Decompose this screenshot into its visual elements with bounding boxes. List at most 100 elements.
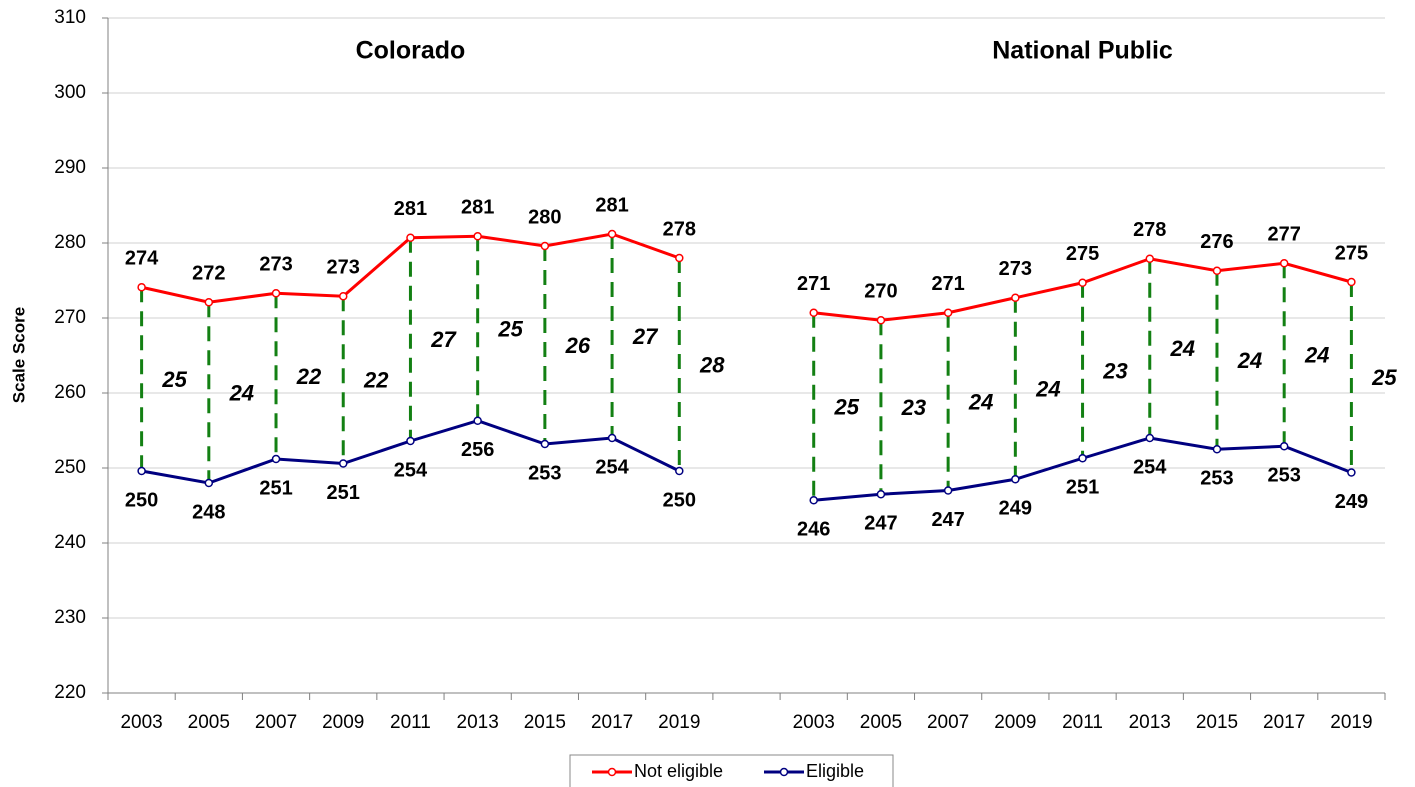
point: [809, 496, 818, 505]
gap-label: 24: [1170, 336, 1195, 361]
point: [943, 308, 953, 317]
value-label: 247: [864, 513, 897, 535]
point: [540, 241, 550, 251]
x-tick-label: 2019: [658, 712, 700, 733]
x-tick-label: 2009: [994, 712, 1036, 733]
x-tick-label: 2019: [1330, 712, 1372, 733]
point: [1347, 277, 1356, 287]
value-label: 253: [528, 462, 561, 484]
value-label: 274: [125, 248, 159, 270]
value-label: 248: [192, 501, 225, 523]
point: [1011, 475, 1020, 484]
point: [809, 308, 818, 317]
legend-label: Eligible: [806, 761, 864, 781]
x-tick-label: 2003: [120, 712, 162, 733]
value-label: 246: [797, 519, 830, 541]
value-label: 281: [394, 198, 427, 220]
gap-label: 24: [229, 380, 254, 405]
value-label: 281: [595, 194, 628, 216]
point: [1145, 254, 1155, 263]
legend-marker: [779, 767, 789, 777]
gap-label: 27: [632, 324, 659, 349]
y-tick-label: 310: [54, 7, 86, 28]
value-label: 270: [864, 281, 897, 303]
x-tick-label: 2011: [1062, 712, 1103, 733]
point: [1212, 445, 1222, 454]
gap-label: 24: [1035, 376, 1060, 401]
legend-label: Not eligible: [634, 761, 723, 781]
point: [1078, 278, 1087, 287]
point: [1078, 454, 1087, 463]
x-tick-label: 2005: [860, 712, 902, 733]
point: [876, 316, 886, 325]
point: [1279, 442, 1289, 451]
x-tick-label: 2015: [1196, 712, 1238, 733]
gap-label: 25: [833, 394, 859, 419]
value-label: 273: [327, 257, 360, 279]
x-tick-label: 2013: [457, 712, 499, 733]
y-tick-label: 230: [54, 607, 86, 628]
point: [271, 454, 281, 464]
y-tick-label: 300: [54, 82, 86, 103]
point: [473, 232, 482, 241]
point: [1145, 433, 1155, 443]
point: [675, 253, 684, 263]
x-tick-label: 2009: [322, 712, 364, 733]
y-tick-label: 290: [54, 157, 86, 178]
point: [607, 433, 617, 443]
point: [1011, 293, 1020, 302]
point: [204, 298, 214, 307]
panel-title: Colorado: [356, 37, 466, 65]
point: [338, 459, 348, 468]
y-tick-label: 280: [54, 232, 86, 253]
gap-label: 27: [430, 327, 457, 352]
value-label: 251: [327, 482, 360, 504]
gap-label: 24: [968, 389, 993, 414]
x-tick-label: 2017: [1263, 712, 1305, 733]
y-tick-label: 240: [54, 532, 86, 553]
value-label: 249: [999, 498, 1032, 520]
x-tick-label: 2017: [591, 712, 633, 733]
value-label: 251: [259, 477, 292, 499]
value-label: 254: [595, 456, 629, 478]
point: [204, 478, 214, 488]
x-tick-label: 2011: [390, 712, 431, 733]
point: [473, 416, 482, 425]
value-label: 253: [1267, 465, 1300, 487]
value-label: 281: [461, 197, 494, 219]
point: [1212, 266, 1222, 275]
point: [406, 233, 415, 242]
x-tick-label: 2003: [793, 712, 835, 733]
value-label: 247: [931, 509, 964, 531]
gap-label: 23: [901, 395, 926, 420]
value-label: 276: [1200, 231, 1233, 253]
value-label: 278: [663, 218, 696, 240]
gap-label: 25: [497, 316, 523, 341]
value-label: 273: [999, 258, 1032, 280]
gap-label: 24: [1237, 348, 1262, 373]
value-label: 251: [1066, 477, 1099, 499]
value-label: 273: [259, 254, 292, 276]
value-label: 256: [461, 439, 494, 461]
gap-label: 24: [1304, 343, 1329, 368]
x-tick-label: 2005: [188, 712, 230, 733]
y-tick-label: 250: [54, 457, 86, 478]
gap-label: 26: [565, 333, 591, 358]
gap-label: 25: [161, 367, 187, 392]
point: [540, 439, 550, 449]
gap-label: 22: [363, 368, 389, 393]
x-tick-label: 2013: [1129, 712, 1171, 733]
gap-label: 22: [296, 364, 322, 389]
point: [675, 466, 684, 476]
point: [1279, 259, 1289, 268]
y-tick-label: 260: [54, 382, 86, 403]
point: [137, 466, 146, 476]
point: [406, 436, 415, 446]
value-label: 280: [528, 206, 561, 228]
value-label: 271: [797, 273, 830, 295]
y-axis-label: Scale Score: [9, 307, 28, 403]
value-label: 254: [1133, 456, 1167, 478]
point: [137, 283, 146, 292]
value-label: 277: [1267, 224, 1300, 246]
